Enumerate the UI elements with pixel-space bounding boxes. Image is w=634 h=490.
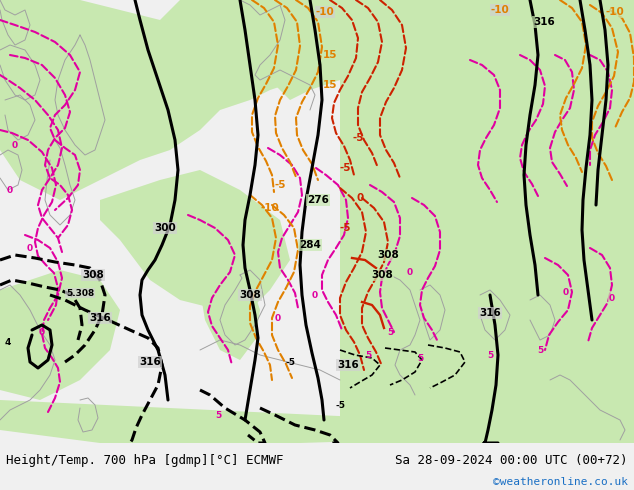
Polygon shape — [100, 170, 290, 310]
Text: 0: 0 — [407, 268, 413, 276]
Text: ©weatheronline.co.uk: ©weatheronline.co.uk — [493, 477, 628, 487]
Text: 5: 5 — [387, 327, 393, 337]
Polygon shape — [50, 30, 110, 130]
Text: 5: 5 — [537, 345, 543, 354]
Text: 0: 0 — [39, 327, 45, 337]
Polygon shape — [240, 0, 340, 70]
Text: 316: 316 — [337, 360, 359, 370]
Text: 0: 0 — [27, 244, 33, 252]
Text: 5: 5 — [417, 353, 423, 363]
Text: 4: 4 — [5, 338, 11, 346]
Text: 0: 0 — [312, 291, 318, 299]
Text: 316: 316 — [139, 357, 161, 367]
Text: -5: -5 — [339, 163, 351, 173]
Text: 276: 276 — [307, 195, 329, 205]
Text: -5: -5 — [275, 180, 286, 190]
Polygon shape — [45, 130, 85, 190]
Text: 0: 0 — [12, 141, 18, 149]
Text: -5: -5 — [335, 400, 345, 410]
Polygon shape — [200, 0, 340, 100]
Text: 308: 308 — [239, 290, 261, 300]
Text: 308: 308 — [377, 250, 399, 260]
Text: Sa 28-09-2024 00:00 UTC (00+72): Sa 28-09-2024 00:00 UTC (00+72) — [395, 454, 628, 467]
Polygon shape — [340, 0, 634, 443]
Text: 0: 0 — [609, 294, 615, 302]
Polygon shape — [200, 270, 260, 360]
Text: 284: 284 — [299, 240, 321, 250]
Text: -5: -5 — [285, 358, 295, 367]
Text: 316: 316 — [479, 308, 501, 318]
Text: 316: 316 — [533, 17, 555, 27]
Text: 0: 0 — [563, 288, 569, 296]
Text: 5.308: 5.308 — [66, 289, 94, 297]
Text: -5: -5 — [339, 223, 351, 233]
Text: 5: 5 — [365, 350, 371, 360]
Text: 308: 308 — [82, 270, 104, 280]
Polygon shape — [0, 400, 634, 443]
Text: 15: 15 — [323, 80, 337, 90]
Text: 5: 5 — [215, 411, 221, 419]
Text: 15: 15 — [323, 50, 337, 60]
Polygon shape — [0, 270, 120, 400]
Text: 0: 0 — [7, 186, 13, 195]
Text: -10: -10 — [605, 7, 624, 17]
Text: 308: 308 — [371, 270, 393, 280]
Text: 5: 5 — [487, 350, 493, 360]
Text: 0: 0 — [275, 314, 281, 322]
Text: -10: -10 — [261, 203, 280, 213]
Text: 300: 300 — [154, 223, 176, 233]
Polygon shape — [0, 0, 310, 200]
Text: -10: -10 — [316, 7, 334, 17]
Text: -5: -5 — [353, 133, 364, 143]
Text: 0: 0 — [356, 193, 364, 203]
Text: 316: 316 — [89, 313, 111, 323]
Text: -10: -10 — [491, 5, 509, 15]
Text: Height/Temp. 700 hPa [gdmp][°C] ECMWF: Height/Temp. 700 hPa [gdmp][°C] ECMWF — [6, 454, 284, 467]
